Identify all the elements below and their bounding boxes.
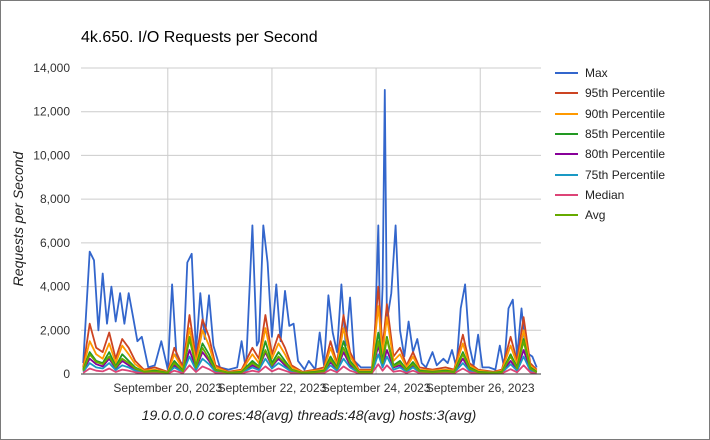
- x-axis-label: 19.0.0.0.0 cores:48(avg) threads:48(avg)…: [141, 407, 477, 423]
- legend-swatch: [555, 92, 578, 95]
- x-tick-label: September 20, 2023: [113, 381, 222, 395]
- chart-title: 4k.650. I/O Requests per Second: [81, 29, 318, 46]
- gridlines: [81, 67, 541, 375]
- legend-swatch: [555, 72, 578, 75]
- x-tick-label: September 26, 2023: [426, 381, 535, 395]
- x-gridlines: [167, 68, 481, 374]
- legend: Max 95th Percentile 90th Percentile 85th Pe…: [555, 63, 665, 225]
- y-tick-label: 6,000: [40, 236, 70, 250]
- legend-swatch: [555, 214, 578, 217]
- legend-swatch: [555, 153, 578, 156]
- series-line-avg: [82, 335, 538, 374]
- y-tick-label: 8,000: [40, 192, 70, 206]
- y-tick-label: 2,000: [40, 323, 70, 337]
- legend-label: 95th Percentile: [585, 86, 666, 101]
- y-tick-label: 10,000: [33, 148, 70, 162]
- legend-label: 80th Percentile: [585, 147, 666, 162]
- legend-item: Max: [555, 63, 665, 83]
- y-tick-label: 14,000: [33, 61, 70, 75]
- y-tick-label: 4,000: [40, 280, 70, 294]
- legend-item: 75th Percentile: [555, 164, 665, 184]
- legend-swatch: [555, 112, 578, 115]
- legend-swatch: [555, 133, 578, 136]
- y-tick-label: 12,000: [33, 105, 70, 119]
- legend-item: 95th Percentile: [555, 83, 665, 103]
- legend-label: 90th Percentile: [585, 106, 666, 121]
- legend-label: Max: [585, 66, 608, 81]
- x-tick-label: September 22, 2023: [218, 381, 327, 395]
- series-lines: [82, 89, 538, 375]
- series-line-max: [82, 89, 538, 371]
- legend-swatch: [555, 173, 578, 176]
- legend-label: 75th Percentile: [585, 167, 666, 182]
- legend-label: Median: [585, 187, 625, 202]
- y-axis-ticks: 0 2,000 4,000 6,000 8,000 10,000 12,000 14,000: [33, 61, 70, 381]
- x-tick-label: September 24, 2023: [322, 381, 431, 395]
- legend-item: Avg: [555, 205, 665, 225]
- legend-item: 85th Percentile: [555, 124, 665, 144]
- legend-item: Median: [555, 185, 665, 205]
- legend-label: 85th Percentile: [585, 127, 666, 142]
- y-tick-label: 0: [63, 367, 70, 381]
- legend-item: 90th Percentile: [555, 104, 665, 124]
- legend-swatch: [555, 193, 578, 196]
- legend-label: Avg: [585, 208, 606, 223]
- legend-item: 80th Percentile: [555, 144, 665, 164]
